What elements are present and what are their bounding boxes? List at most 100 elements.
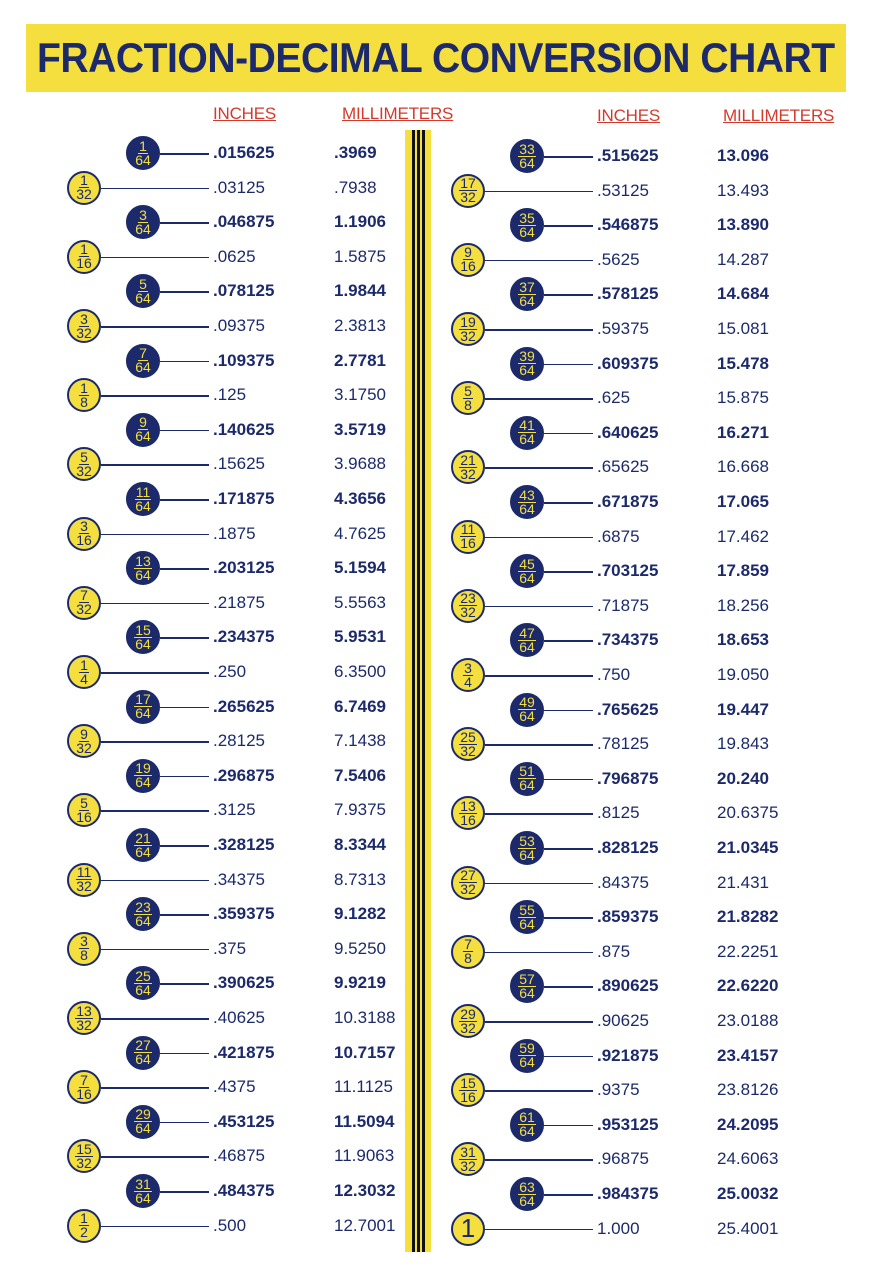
fraction-denominator: 32	[460, 1157, 476, 1174]
millimeter-value: 11.9063	[334, 1146, 395, 1166]
fraction-numerator: 11	[134, 483, 152, 500]
leader-line	[485, 675, 593, 677]
table-row: 5 16.3125 7.9375	[0, 0, 440, 828]
inch-value: .46875	[213, 1146, 265, 1166]
table-row: 27 32.84375 21.431	[0, 0, 769, 900]
table-row: 31 32 .96875 24.6063	[0, 0, 778, 1177]
inch-value: .500	[213, 1215, 247, 1235]
table-row: 21 32.65625 16.668	[0, 0, 769, 485]
table-row: 9 32.28125 7.1438	[0, 0, 440, 759]
millimeter-value: 6.7469	[334, 696, 386, 716]
left-millimeters-header: MILLIMETERS	[342, 104, 454, 123]
fraction-numerator: 15	[75, 1140, 93, 1157]
fraction-denominator: 32	[76, 462, 92, 479]
fraction-badge: 19 64	[126, 758, 160, 793]
millimeter-value: 10.3188	[334, 1008, 396, 1027]
fraction-badge: 11 32	[67, 862, 101, 897]
inch-value: .078125	[213, 281, 275, 301]
table-row: 5 32.15625 3.9688	[0, 0, 440, 482]
inch-value: .765625	[597, 699, 659, 719]
fraction-numerator: 37	[518, 278, 536, 295]
fraction-badge: 31 32	[451, 1142, 485, 1177]
fraction-denominator: 2	[80, 1224, 88, 1241]
millimeter-value: .3969	[334, 143, 377, 162]
fraction-badge: 49 64	[510, 692, 544, 727]
millimeter-value: 3.1750	[334, 385, 386, 405]
leader-line	[485, 1021, 593, 1023]
fraction-numerator: 23	[134, 898, 152, 915]
fraction-numerator: 43	[518, 486, 536, 503]
millimeter-value: 7.9375	[334, 800, 386, 820]
fraction-numerator: 13	[134, 552, 152, 569]
inch-value: .71875	[597, 595, 649, 615]
leader-line	[544, 917, 593, 919]
fraction-denominator: 64	[135, 843, 151, 860]
leader-line	[160, 637, 209, 639]
inch-value: .453125	[213, 1111, 275, 1131]
millimeter-value: 19.050	[717, 665, 769, 684]
inch-value: .171875	[213, 489, 275, 508]
fraction-numerator: 57	[518, 970, 536, 987]
fraction-numerator: 7	[79, 587, 89, 604]
inch-value: .375	[213, 938, 247, 958]
fraction-badge: 7 32	[67, 585, 101, 620]
millimeter-value: 4.7625	[334, 523, 386, 543]
leader-line	[160, 1052, 209, 1055]
fraction-badge: 47 64	[510, 623, 544, 658]
fraction-numerator: 15	[459, 1074, 477, 1091]
leader-line	[101, 1225, 209, 1228]
fraction-denominator: 64	[519, 1123, 535, 1140]
leader-line	[485, 813, 593, 815]
table-row: 9 16.5625 14.287	[0, 0, 769, 277]
inch-value: .96875	[597, 1149, 649, 1169]
table-row: 3 4.750 19.050	[0, 0, 769, 692]
fraction-badge: 43 64	[510, 485, 544, 519]
fraction-numerator: 55	[518, 901, 536, 918]
table-row: 3 8.375 9.5250	[0, 0, 440, 966]
millimeter-value: 2.3813	[334, 316, 386, 335]
fraction-badge: 13 64	[126, 551, 160, 586]
millimeter-value: 5.5563	[334, 592, 386, 612]
leader-line	[544, 986, 593, 988]
fraction-numerator: 31	[134, 1175, 152, 1192]
fraction-badge: 27 64	[126, 1035, 160, 1070]
fraction-denominator: 64	[519, 846, 535, 863]
millimeter-value: 14.287	[717, 249, 769, 269]
leader-line	[101, 326, 209, 328]
fraction-numerator: 7	[79, 1071, 89, 1088]
fraction-numerator: 1	[79, 1210, 89, 1227]
millimeter-value: 15.081	[717, 319, 769, 338]
table-row: 31 64.484375 12.3032	[0, 0, 440, 1208]
table-row: 29 64.453125 11.5094	[0, 0, 440, 1139]
fraction-badge: 61 64	[510, 1107, 544, 1142]
inch-value: .84375	[597, 872, 649, 892]
table-row: 41 64.640625 16.271	[0, 0, 769, 450]
left-inches-header: INCHES	[213, 104, 277, 123]
fraction-numerator: 47	[518, 624, 536, 641]
leader-line	[544, 156, 593, 158]
fraction-denominator: 64	[519, 1192, 535, 1209]
fraction-badge: 23 64	[126, 897, 160, 932]
millimeter-value: 8.3344	[334, 835, 386, 854]
fraction-badge: 3 64	[126, 205, 160, 240]
fraction-numerator: 3	[79, 933, 89, 950]
fraction-numerator: 35	[518, 209, 536, 226]
fraction-numerator: 29	[134, 1106, 152, 1123]
inch-value: .4375	[213, 1077, 256, 1097]
millimeter-value: 19.843	[717, 734, 769, 754]
leader-line	[101, 256, 209, 259]
fraction-numerator: 9	[138, 414, 148, 431]
page-title: FRACTION-DECIMAL CONVERSION CHART	[37, 34, 835, 81]
inch-value: .515625	[597, 146, 659, 165]
leader-line	[544, 709, 593, 712]
leader-line	[485, 329, 593, 331]
millimeter-value: 1.9844	[334, 281, 386, 301]
leader-line	[160, 222, 209, 224]
leader-line	[101, 187, 209, 190]
fraction-badge: 5 64	[126, 274, 160, 309]
inch-value: .296875	[213, 765, 275, 785]
millimeter-value: 24.6063	[717, 1149, 779, 1169]
leader-line	[544, 778, 593, 781]
